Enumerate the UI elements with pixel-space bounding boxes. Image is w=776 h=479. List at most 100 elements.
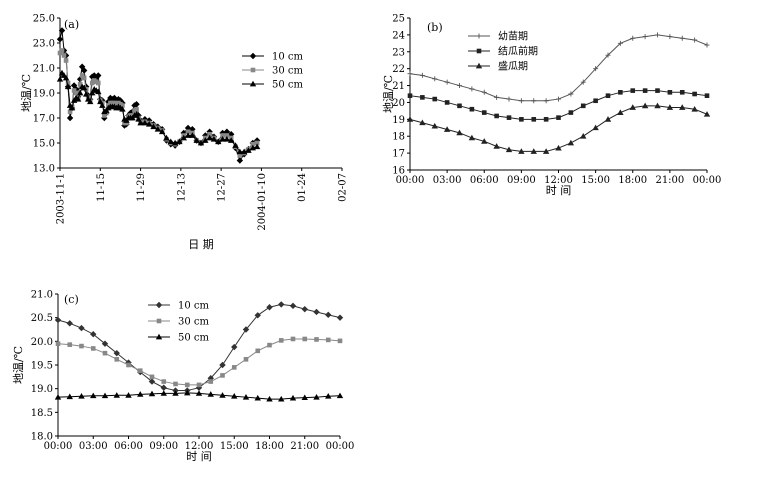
data-point-2	[68, 104, 76, 111]
legend-label: 30 cm	[272, 66, 304, 77]
x-tick-label: 21:00	[655, 175, 684, 186]
data-point-1	[220, 373, 225, 378]
data-point-0	[444, 79, 450, 85]
data-point-1	[432, 96, 438, 102]
data-point-1	[250, 141, 256, 147]
data-point-0	[133, 101, 140, 108]
data-point-0	[266, 304, 273, 311]
x-tick-label: 12-27	[217, 173, 228, 202]
data-point-0	[254, 312, 261, 319]
data-point-0	[141, 116, 149, 123]
data-point-1	[254, 140, 260, 146]
y-tick-label: 20.5	[31, 313, 53, 324]
data-point-2	[113, 392, 120, 398]
y-tick-label: 19.0	[31, 384, 53, 395]
y-tick-label: 22	[392, 64, 405, 75]
data-point-2	[150, 123, 157, 130]
data-point-0	[407, 71, 413, 77]
y-tick-label: 15.0	[33, 139, 55, 150]
x-axis-label: 日 期	[188, 238, 214, 251]
data-point-1	[90, 346, 96, 351]
data-point-1	[61, 53, 67, 58]
data-point-2	[125, 392, 132, 398]
x-tick-label: 09:00	[149, 441, 178, 452]
y-tick-label: 16	[392, 166, 405, 177]
y-tick-label: 23	[392, 47, 405, 58]
x-tick-label: 11-15	[96, 173, 107, 202]
data-point-1	[79, 73, 85, 78]
data-point-1	[302, 336, 308, 342]
data-point-2	[419, 119, 426, 126]
data-point-0	[518, 98, 524, 104]
data-point-0	[148, 378, 156, 385]
data-point-2	[530, 148, 537, 154]
data-point-2	[219, 136, 226, 142]
data-point-1	[114, 357, 120, 362]
y-tick-label: 21.0	[33, 64, 55, 75]
data-point-1	[65, 80, 71, 86]
data-point-1	[237, 153, 243, 158]
x-axis-label: 时 间	[546, 184, 572, 197]
data-point-0	[630, 35, 636, 41]
data-point-0	[56, 36, 64, 43]
data-point-1	[207, 131, 212, 137]
data-point-0	[80, 67, 88, 74]
data-point-2	[160, 390, 167, 396]
data-point-1	[556, 115, 561, 120]
data-point-0	[667, 34, 673, 40]
data-point-0	[95, 72, 102, 79]
x-tick-label: 15:00	[581, 175, 610, 186]
legend-marker	[476, 48, 482, 54]
data-point-1	[124, 120, 129, 126]
data-point-0	[336, 314, 344, 321]
data-point-2	[80, 84, 88, 91]
data-point-1	[67, 342, 73, 347]
data-point-1	[605, 93, 611, 98]
data-point-0	[54, 316, 62, 324]
data-point-2	[148, 390, 156, 397]
data-point-1	[420, 95, 425, 100]
data-point-2	[184, 132, 192, 138]
data-point-2	[82, 91, 90, 97]
data-point-1	[63, 58, 69, 63]
legend-label: 结瓜前期	[498, 45, 538, 58]
data-point-1	[185, 129, 191, 135]
data-point-2	[219, 392, 226, 398]
data-point-0	[289, 302, 297, 310]
y-tick-label: 18	[392, 132, 405, 143]
data-point-2	[223, 136, 231, 142]
data-point-1	[89, 80, 95, 86]
data-point-0	[113, 349, 120, 357]
data-point-1	[73, 90, 79, 96]
data-point-2	[232, 142, 239, 148]
data-point-1	[481, 110, 487, 115]
data-point-2	[617, 109, 624, 115]
x-tick-label: 00:00	[44, 441, 73, 452]
data-point-2	[666, 104, 674, 110]
data-point-0	[543, 98, 549, 104]
x-tick-label: 06:00	[470, 175, 499, 186]
data-point-0	[207, 375, 214, 382]
data-point-1	[67, 109, 73, 115]
data-point-1	[267, 342, 272, 348]
data-point-2	[99, 102, 106, 108]
data-point-2	[135, 116, 142, 122]
data-point-2	[456, 129, 463, 136]
data-point-1	[618, 90, 623, 95]
legend-marker	[249, 80, 257, 87]
data-point-2	[184, 389, 191, 396]
data-point-2	[180, 134, 187, 141]
data-point-2	[89, 89, 96, 96]
x-tick-label: 09:00	[507, 175, 536, 186]
data-point-1	[704, 93, 710, 98]
data-point-2	[76, 89, 84, 96]
data-point-2	[95, 88, 102, 95]
panel-label: (a)	[64, 18, 79, 31]
data-point-2	[468, 134, 476, 141]
y-axis-label: 地温/℃	[12, 346, 25, 384]
data-point-2	[97, 98, 104, 105]
legend-label: 盛瓜期	[498, 60, 528, 73]
